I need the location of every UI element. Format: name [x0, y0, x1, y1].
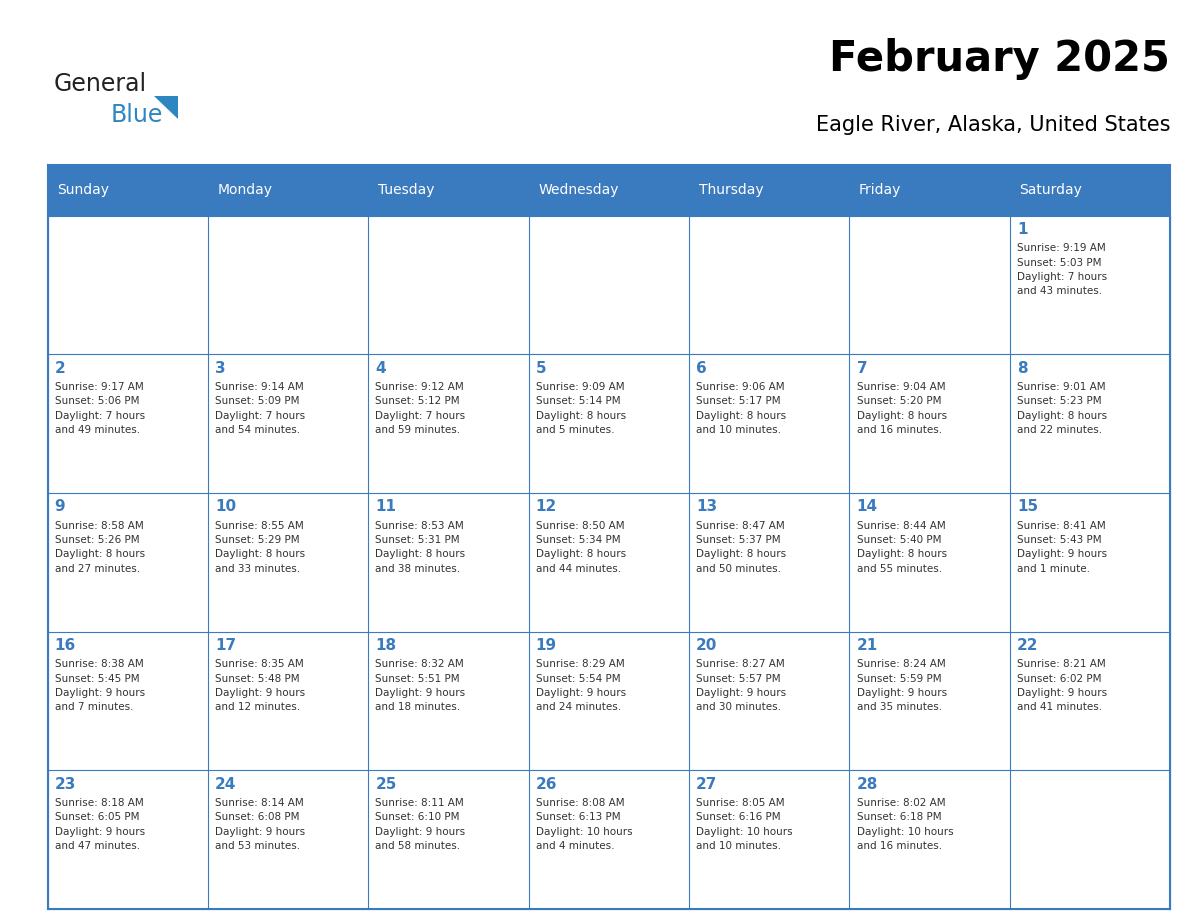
Text: Sunday: Sunday [57, 184, 109, 197]
Text: Sunrise: 8:50 AM
Sunset: 5:34 PM
Daylight: 8 hours
and 44 minutes.: Sunrise: 8:50 AM Sunset: 5:34 PM Dayligh… [536, 521, 626, 574]
Text: Sunrise: 9:06 AM
Sunset: 5:17 PM
Daylight: 8 hours
and 10 minutes.: Sunrise: 9:06 AM Sunset: 5:17 PM Dayligh… [696, 382, 786, 435]
Text: Saturday: Saturday [1019, 184, 1082, 197]
Text: 10: 10 [215, 499, 236, 514]
Text: 24: 24 [215, 777, 236, 791]
Text: Sunrise: 8:38 AM
Sunset: 5:45 PM
Daylight: 9 hours
and 7 minutes.: Sunrise: 8:38 AM Sunset: 5:45 PM Dayligh… [55, 659, 145, 712]
Text: Sunrise: 8:55 AM
Sunset: 5:29 PM
Daylight: 8 hours
and 33 minutes.: Sunrise: 8:55 AM Sunset: 5:29 PM Dayligh… [215, 521, 305, 574]
Bar [48, 354, 1170, 493]
Bar [48, 216, 1170, 354]
Text: Sunrise: 8:44 AM
Sunset: 5:40 PM
Daylight: 8 hours
and 55 minutes.: Sunrise: 8:44 AM Sunset: 5:40 PM Dayligh… [857, 521, 947, 574]
Text: Sunrise: 9:04 AM
Sunset: 5:20 PM
Daylight: 8 hours
and 16 minutes.: Sunrise: 9:04 AM Sunset: 5:20 PM Dayligh… [857, 382, 947, 435]
Text: 9: 9 [55, 499, 65, 514]
Text: Sunrise: 8:53 AM
Sunset: 5:31 PM
Daylight: 8 hours
and 38 minutes.: Sunrise: 8:53 AM Sunset: 5:31 PM Dayligh… [375, 521, 466, 574]
Text: 3: 3 [215, 361, 226, 375]
Text: 22: 22 [1017, 638, 1038, 653]
Text: 11: 11 [375, 499, 397, 514]
Text: Sunrise: 9:09 AM
Sunset: 5:14 PM
Daylight: 8 hours
and 5 minutes.: Sunrise: 9:09 AM Sunset: 5:14 PM Dayligh… [536, 382, 626, 435]
Text: General: General [53, 73, 146, 96]
Bar [48, 632, 1170, 770]
Text: Sunrise: 8:05 AM
Sunset: 6:16 PM
Daylight: 10 hours
and 10 minutes.: Sunrise: 8:05 AM Sunset: 6:16 PM Dayligh… [696, 798, 792, 851]
Text: Sunrise: 8:02 AM
Sunset: 6:18 PM
Daylight: 10 hours
and 16 minutes.: Sunrise: 8:02 AM Sunset: 6:18 PM Dayligh… [857, 798, 953, 851]
Text: Blue: Blue [110, 103, 163, 127]
Text: Sunrise: 8:58 AM
Sunset: 5:26 PM
Daylight: 8 hours
and 27 minutes.: Sunrise: 8:58 AM Sunset: 5:26 PM Dayligh… [55, 521, 145, 574]
Text: Monday: Monday [217, 184, 272, 197]
Text: Sunrise: 8:08 AM
Sunset: 6:13 PM
Daylight: 10 hours
and 4 minutes.: Sunrise: 8:08 AM Sunset: 6:13 PM Dayligh… [536, 798, 632, 851]
Text: 18: 18 [375, 638, 397, 653]
Text: Sunrise: 8:47 AM
Sunset: 5:37 PM
Daylight: 8 hours
and 50 minutes.: Sunrise: 8:47 AM Sunset: 5:37 PM Dayligh… [696, 521, 786, 574]
Text: 20: 20 [696, 638, 718, 653]
Text: Sunrise: 9:14 AM
Sunset: 5:09 PM
Daylight: 7 hours
and 54 minutes.: Sunrise: 9:14 AM Sunset: 5:09 PM Dayligh… [215, 382, 305, 435]
Text: Sunrise: 8:11 AM
Sunset: 6:10 PM
Daylight: 9 hours
and 58 minutes.: Sunrise: 8:11 AM Sunset: 6:10 PM Dayligh… [375, 798, 466, 851]
Text: 28: 28 [857, 777, 878, 791]
Text: Sunrise: 8:29 AM
Sunset: 5:54 PM
Daylight: 9 hours
and 24 minutes.: Sunrise: 8:29 AM Sunset: 5:54 PM Dayligh… [536, 659, 626, 712]
Text: 19: 19 [536, 638, 557, 653]
Text: 7: 7 [857, 361, 867, 375]
Text: 5: 5 [536, 361, 546, 375]
Bar [48, 165, 1170, 216]
Text: Tuesday: Tuesday [378, 184, 435, 197]
Text: Sunrise: 8:35 AM
Sunset: 5:48 PM
Daylight: 9 hours
and 12 minutes.: Sunrise: 8:35 AM Sunset: 5:48 PM Dayligh… [215, 659, 305, 712]
Bar [48, 770, 1170, 909]
Text: 4: 4 [375, 361, 386, 375]
Text: Eagle River, Alaska, United States: Eagle River, Alaska, United States [816, 116, 1170, 135]
Text: Sunrise: 8:18 AM
Sunset: 6:05 PM
Daylight: 9 hours
and 47 minutes.: Sunrise: 8:18 AM Sunset: 6:05 PM Dayligh… [55, 798, 145, 851]
Text: 8: 8 [1017, 361, 1028, 375]
Text: 21: 21 [857, 638, 878, 653]
Text: Sunrise: 9:12 AM
Sunset: 5:12 PM
Daylight: 7 hours
and 59 minutes.: Sunrise: 9:12 AM Sunset: 5:12 PM Dayligh… [375, 382, 466, 435]
Text: 1: 1 [1017, 222, 1028, 237]
Text: Thursday: Thursday [699, 184, 763, 197]
Polygon shape [154, 96, 178, 119]
Text: 13: 13 [696, 499, 718, 514]
Bar [48, 493, 1170, 632]
Text: Sunrise: 9:19 AM
Sunset: 5:03 PM
Daylight: 7 hours
and 43 minutes.: Sunrise: 9:19 AM Sunset: 5:03 PM Dayligh… [1017, 243, 1107, 297]
Text: Sunrise: 8:24 AM
Sunset: 5:59 PM
Daylight: 9 hours
and 35 minutes.: Sunrise: 8:24 AM Sunset: 5:59 PM Dayligh… [857, 659, 947, 712]
Text: 26: 26 [536, 777, 557, 791]
Text: 16: 16 [55, 638, 76, 653]
Text: February 2025: February 2025 [829, 38, 1170, 80]
Text: Wednesday: Wednesday [538, 184, 619, 197]
Text: 14: 14 [857, 499, 878, 514]
Text: 12: 12 [536, 499, 557, 514]
Text: 2: 2 [55, 361, 65, 375]
Text: 15: 15 [1017, 499, 1038, 514]
Text: Sunrise: 8:41 AM
Sunset: 5:43 PM
Daylight: 9 hours
and 1 minute.: Sunrise: 8:41 AM Sunset: 5:43 PM Dayligh… [1017, 521, 1107, 574]
Text: Sunrise: 8:27 AM
Sunset: 5:57 PM
Daylight: 9 hours
and 30 minutes.: Sunrise: 8:27 AM Sunset: 5:57 PM Dayligh… [696, 659, 786, 712]
Text: 6: 6 [696, 361, 707, 375]
Text: Sunrise: 9:17 AM
Sunset: 5:06 PM
Daylight: 7 hours
and 49 minutes.: Sunrise: 9:17 AM Sunset: 5:06 PM Dayligh… [55, 382, 145, 435]
Text: Sunrise: 8:14 AM
Sunset: 6:08 PM
Daylight: 9 hours
and 53 minutes.: Sunrise: 8:14 AM Sunset: 6:08 PM Dayligh… [215, 798, 305, 851]
Text: 17: 17 [215, 638, 236, 653]
Text: Sunrise: 8:21 AM
Sunset: 6:02 PM
Daylight: 9 hours
and 41 minutes.: Sunrise: 8:21 AM Sunset: 6:02 PM Dayligh… [1017, 659, 1107, 712]
Text: 27: 27 [696, 777, 718, 791]
Text: 25: 25 [375, 777, 397, 791]
Text: Sunrise: 9:01 AM
Sunset: 5:23 PM
Daylight: 8 hours
and 22 minutes.: Sunrise: 9:01 AM Sunset: 5:23 PM Dayligh… [1017, 382, 1107, 435]
Text: 23: 23 [55, 777, 76, 791]
Text: Friday: Friday [859, 184, 902, 197]
Text: Sunrise: 8:32 AM
Sunset: 5:51 PM
Daylight: 9 hours
and 18 minutes.: Sunrise: 8:32 AM Sunset: 5:51 PM Dayligh… [375, 659, 466, 712]
